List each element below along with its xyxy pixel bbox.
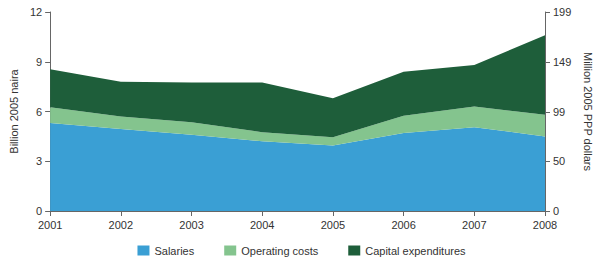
svg-text:199: 199 <box>553 6 571 18</box>
svg-text:0: 0 <box>36 205 42 217</box>
svg-text:2004: 2004 <box>250 219 274 231</box>
svg-text:50: 50 <box>553 155 565 167</box>
svg-text:Million 2005 PPP dollars: Million 2005 PPP dollars <box>582 52 594 172</box>
svg-text:12: 12 <box>30 6 42 18</box>
svg-text:2003: 2003 <box>179 219 203 231</box>
svg-text:Capital expenditures: Capital expenditures <box>365 245 466 257</box>
svg-text:6: 6 <box>36 106 42 118</box>
svg-text:9: 9 <box>36 56 42 68</box>
svg-text:2001: 2001 <box>38 219 62 231</box>
svg-text:0: 0 <box>553 205 559 217</box>
svg-text:Salaries: Salaries <box>154 245 194 257</box>
svg-text:2006: 2006 <box>391 219 415 231</box>
svg-text:2005: 2005 <box>321 219 345 231</box>
svg-text:3: 3 <box>36 155 42 167</box>
svg-text:2002: 2002 <box>109 219 133 231</box>
svg-text:149: 149 <box>553 56 571 68</box>
svg-text:99: 99 <box>553 106 565 118</box>
svg-text:2008: 2008 <box>533 219 557 231</box>
svg-text:Billion 2005 naira: Billion 2005 naira <box>8 68 20 153</box>
svg-text:Operating costs: Operating costs <box>241 245 319 257</box>
svg-text:2007: 2007 <box>462 219 486 231</box>
